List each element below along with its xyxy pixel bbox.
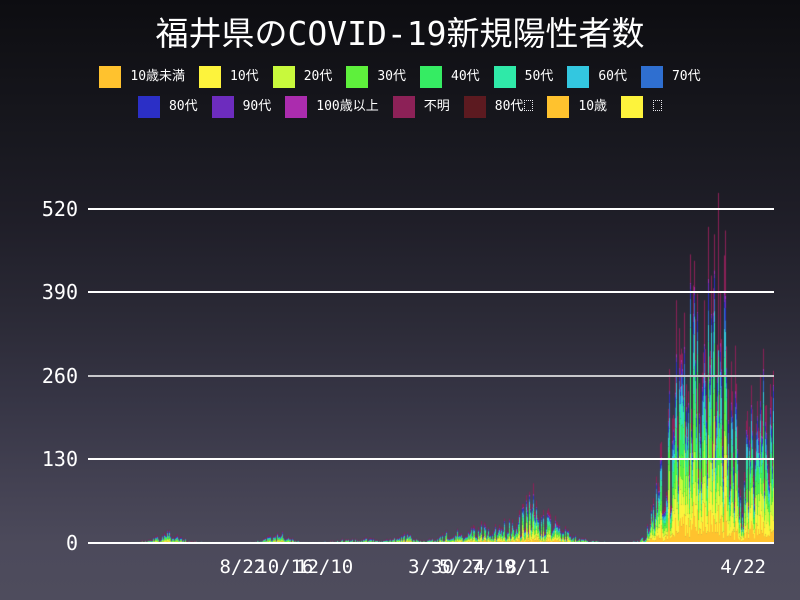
- y-axis-tick-label: 260: [41, 363, 78, 388]
- legend-swatch: [392, 96, 415, 118]
- legend-swatch: [272, 66, 295, 88]
- gridline: [88, 207, 774, 210]
- legend-item[interactable]: 100歳以上: [285, 96, 379, 118]
- legend-swatch: [640, 66, 663, 88]
- legend-item[interactable]: 80代: [463, 96, 534, 118]
- legend-item[interactable]: 50代: [493, 66, 554, 88]
- legend-item-label: 10歳未満: [130, 69, 186, 84]
- legend-item[interactable]: [621, 96, 663, 118]
- legend: 10歳未満 10代 20代 30代 40代 50代 60代 70代 80代 90代 100歳以上 不明…: [0, 62, 800, 122]
- gridline: [88, 374, 774, 377]
- legend-item[interactable]: 10代: [199, 66, 259, 88]
- legend-item[interactable]: 80代: [137, 96, 198, 118]
- legend-item-label: 10代: [230, 69, 259, 84]
- legend-swatch: [285, 96, 308, 118]
- legend-item[interactable]: 90代: [211, 96, 272, 118]
- legend-swatch: [547, 96, 570, 118]
- legend-item-label: 60代: [598, 69, 627, 84]
- legend-item-label: 10歳: [578, 99, 608, 114]
- legend-item[interactable]: 10歳: [547, 96, 607, 118]
- legend-item[interactable]: 40代: [420, 66, 480, 88]
- x-axis-tick-label: 12/10: [296, 556, 354, 578]
- x-axis: 8/22 10/16 12/10 3/30 5/24 7/18 9/11 4/22: [0, 556, 800, 582]
- gridline: [88, 542, 774, 544]
- legend-item-label: 90代: [242, 99, 272, 114]
- legend-item[interactable]: 30代: [346, 66, 406, 88]
- legend-item-label: 20代: [303, 69, 333, 84]
- legend-item[interactable]: 10歳未満: [99, 66, 185, 88]
- x-axis-tick-label: 7/18: [471, 556, 517, 578]
- missing-glyph-icon: [524, 100, 534, 111]
- plot-area: [88, 182, 774, 544]
- x-axis-tick-label: 5/24: [438, 556, 485, 578]
- legend-swatch: [493, 66, 516, 88]
- legend-item[interactable]: 20代: [272, 66, 333, 88]
- legend-item[interactable]: 60代: [567, 66, 627, 88]
- legend-item-label: 100歳以上: [316, 99, 379, 114]
- legend-swatch: [99, 66, 122, 88]
- legend-item[interactable]: 70代: [640, 66, 701, 88]
- legend-item[interactable]: 不明: [392, 96, 450, 118]
- legend-swatch: [463, 96, 486, 118]
- gridline: [88, 458, 774, 461]
- legend-swatch: [346, 66, 369, 88]
- legend-item-label: 80代: [168, 99, 198, 114]
- legend-item-label: 50代: [524, 69, 554, 84]
- legend-item-label: 40代: [451, 69, 480, 84]
- y-axis: 0 130 260 390 520: [0, 0, 78, 600]
- y-axis-tick-label: 130: [41, 447, 78, 472]
- x-axis-tick-label: 4/22: [720, 556, 767, 578]
- legend-item-label: 70代: [671, 69, 701, 84]
- legend-swatch: [621, 96, 644, 118]
- x-axis-tick-label: 8/22: [219, 556, 266, 578]
- y-axis-tick-label: 390: [41, 280, 78, 305]
- bar-chart-canvas: [88, 182, 774, 543]
- legend-swatch: [211, 96, 234, 118]
- missing-glyph-icon: [653, 100, 663, 111]
- x-axis-tick-label: 9/11: [504, 556, 550, 578]
- legend-item-label: 不明: [423, 99, 450, 114]
- legend-item-label: 30代: [377, 69, 406, 84]
- x-axis-tick-label: 10/16: [256, 556, 314, 578]
- legend-swatch: [137, 96, 160, 118]
- y-axis-tick-label: 520: [41, 196, 78, 221]
- y-axis-tick-label: 0: [65, 531, 78, 555]
- legend-row: 80代 90代 100歳以上 不明 80代 10歳: [0, 92, 800, 122]
- legend-row: 10歳未満 10代 20代 30代 40代 50代 60代 70代: [0, 62, 800, 92]
- legend-swatch: [420, 66, 442, 88]
- page-title: 福井県のCOVID-19新規陽性者数: [155, 14, 645, 53]
- legend-swatch: [567, 66, 590, 88]
- legend-item-label: [652, 96, 663, 118]
- gridline: [88, 291, 774, 294]
- legend-item-label: 80代: [495, 96, 534, 118]
- x-axis-tick-label: 3/30: [408, 556, 454, 578]
- legend-swatch: [199, 66, 222, 88]
